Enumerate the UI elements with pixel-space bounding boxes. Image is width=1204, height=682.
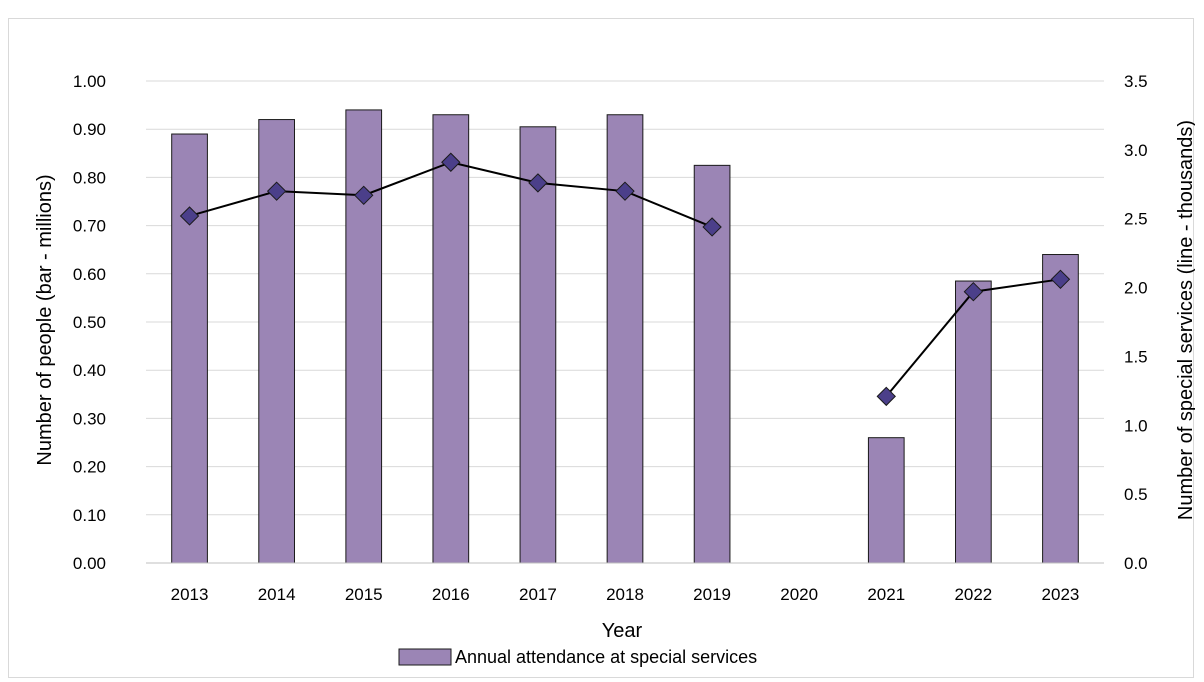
- x-tick-label: 2014: [258, 585, 296, 604]
- x-tick-label: 2017: [519, 585, 557, 604]
- line-marker: [354, 185, 374, 206]
- left-y-tick-label: 0.50: [73, 313, 106, 332]
- bar: [955, 280, 992, 564]
- x-tick-label: 2013: [171, 585, 209, 604]
- right-y-tick-label: 2.0: [1124, 279, 1148, 298]
- left-y-tick-label: 0.40: [73, 361, 106, 380]
- line-marker: [876, 386, 896, 407]
- line-marker: [702, 217, 722, 237]
- right-y-axis-title: Number of special services (line - thous…: [1175, 120, 1195, 520]
- x-ticks: 2013 2014 2015 2016 2017 2018 2019 2020 2021 2022…: [171, 585, 1080, 604]
- right-y-tick-label: 2.5: [1124, 210, 1148, 229]
- left-y-tick-label: 0.60: [73, 265, 106, 284]
- right-y-tick-label: 1.0: [1124, 416, 1148, 435]
- line-marker: [963, 281, 984, 302]
- left-y-tick-label: 1.00: [73, 72, 106, 91]
- line-marker: [441, 152, 461, 172]
- left-y-tick-label: 0.30: [73, 409, 106, 428]
- combo-chart: 0.00 0.10 0.20 0.30 0.40 0.50 0.60 0.70 0.80 0.90…: [34, 72, 1195, 667]
- x-tick-label: 2021: [867, 585, 905, 604]
- legend: Annual attendance at special services: [398, 647, 757, 667]
- line-marker: [179, 206, 200, 226]
- line-marker: [1050, 269, 1071, 290]
- chart-frame: 0.00 0.10 0.20 0.30 0.40 0.50 0.60 0.70 0.80 0.90…: [8, 18, 1195, 678]
- bar: [171, 133, 208, 564]
- left-y-ticks: 0.00 0.10 0.20 0.30 0.40 0.50 0.60 0.70 0.80 0.90…: [73, 72, 106, 573]
- left-y-tick-label: 0.00: [73, 554, 106, 573]
- right-y-tick-label: 3.0: [1124, 141, 1148, 160]
- x-tick-label: 2022: [954, 585, 992, 604]
- bar: [345, 109, 383, 564]
- left-y-tick-label: 0.20: [73, 458, 106, 477]
- bar: [1042, 254, 1079, 564]
- right-y-tick-label: 0.5: [1124, 485, 1148, 504]
- x-tick-label: 2020: [780, 585, 818, 604]
- left-y-tick-label: 0.90: [73, 120, 106, 139]
- x-tick-label: 2018: [606, 585, 644, 604]
- left-y-tick-label: 0.80: [73, 168, 106, 187]
- left-y-tick-label: 0.70: [73, 217, 106, 236]
- right-y-ticks: 0.0 0.5 1.0 1.5 2.0 2.5 3.0 3.5: [1124, 72, 1148, 573]
- line-marker: [615, 181, 635, 201]
- left-y-tick-label: 0.10: [73, 506, 106, 525]
- right-y-tick-label: 1.5: [1124, 347, 1148, 366]
- bar: [867, 437, 905, 564]
- legend-label: Annual attendance at special services: [455, 647, 757, 667]
- x-tick-label: 2023: [1042, 585, 1080, 604]
- line-marker: [266, 181, 287, 201]
- x-tick-label: 2019: [693, 585, 731, 604]
- bar: [432, 114, 470, 564]
- left-y-axis-title: Number of people (bar - millions): [34, 174, 56, 465]
- x-tick-label: 2015: [345, 585, 383, 604]
- bar: [519, 126, 557, 564]
- legend-swatch: [398, 648, 452, 666]
- line-series: [179, 152, 1071, 407]
- right-y-tick-label: 3.5: [1124, 72, 1148, 91]
- line-marker: [528, 173, 548, 193]
- x-axis-title: Year: [602, 620, 643, 642]
- x-tick-label: 2016: [432, 585, 470, 604]
- right-y-tick-label: 0.0: [1124, 554, 1148, 573]
